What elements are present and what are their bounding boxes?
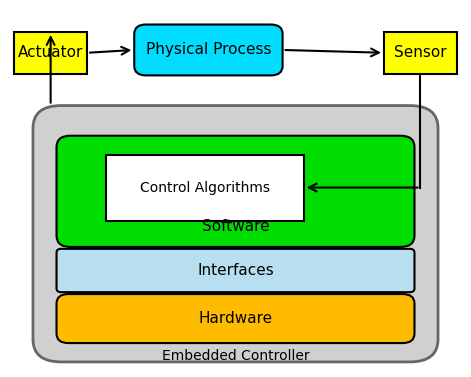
Text: Sensor: Sensor — [394, 45, 447, 60]
FancyBboxPatch shape — [14, 32, 87, 74]
FancyBboxPatch shape — [57, 294, 414, 343]
FancyBboxPatch shape — [384, 32, 457, 74]
FancyBboxPatch shape — [134, 25, 283, 75]
Text: Hardware: Hardware — [198, 311, 273, 326]
FancyBboxPatch shape — [106, 155, 304, 221]
FancyBboxPatch shape — [33, 106, 438, 362]
Text: Actuator: Actuator — [18, 45, 83, 60]
Text: Physical Process: Physical Process — [146, 43, 271, 57]
Text: Embedded Controller: Embedded Controller — [162, 349, 309, 363]
FancyBboxPatch shape — [57, 249, 414, 292]
Text: Software: Software — [202, 219, 269, 234]
Text: Control Algorithms: Control Algorithms — [140, 181, 270, 195]
FancyBboxPatch shape — [57, 136, 414, 247]
Text: Interfaces: Interfaces — [197, 263, 274, 278]
